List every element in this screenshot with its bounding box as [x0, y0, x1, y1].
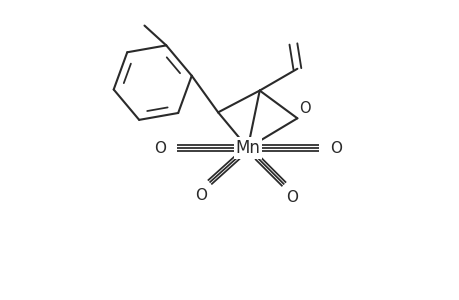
Text: O: O	[329, 140, 341, 155]
Text: O: O	[285, 190, 297, 205]
Text: Mn: Mn	[235, 139, 260, 157]
Text: O: O	[153, 140, 165, 155]
Text: O: O	[299, 101, 310, 116]
Text: O: O	[195, 188, 207, 202]
